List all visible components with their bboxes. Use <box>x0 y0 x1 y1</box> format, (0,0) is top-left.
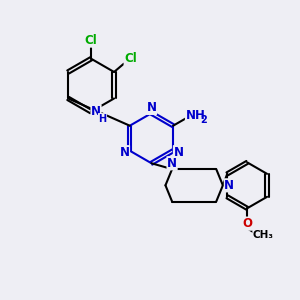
Text: N: N <box>146 101 157 114</box>
Text: N: N <box>173 146 183 159</box>
Text: N: N <box>119 146 130 159</box>
Text: CH₃: CH₃ <box>253 230 274 240</box>
Text: Cl: Cl <box>85 34 98 47</box>
Text: N: N <box>224 179 234 192</box>
Text: O: O <box>242 217 252 230</box>
Text: 2: 2 <box>200 115 207 125</box>
Text: Cl: Cl <box>124 52 137 65</box>
Text: H: H <box>98 114 106 124</box>
Text: NH: NH <box>185 109 206 122</box>
Text: N: N <box>167 157 177 170</box>
Text: N: N <box>91 105 101 118</box>
